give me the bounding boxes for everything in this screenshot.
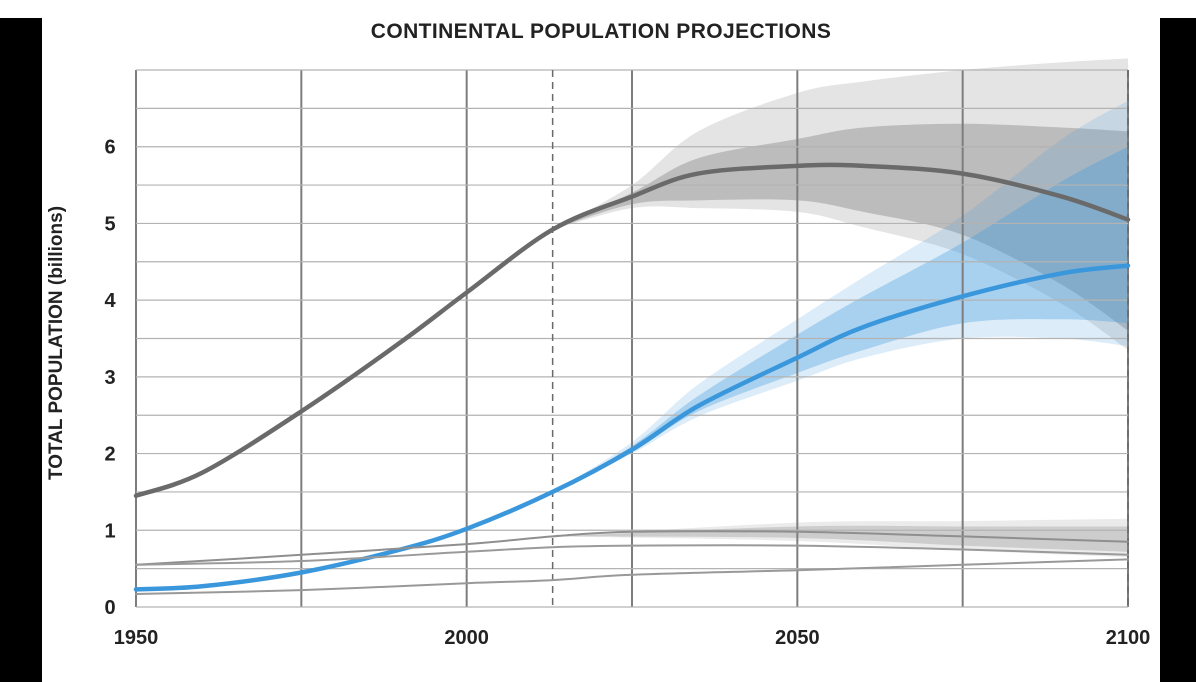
chart-title: CONTINENTAL POPULATION PROJECTIONS: [370, 20, 832, 43]
axis-ticks: 1950 2000 2050 2100 0 1 2 3 4 5 6: [104, 137, 1150, 649]
y-tick-label: 5: [104, 213, 115, 235]
band-95-series-3: [552, 518, 1128, 558]
y-tick-label: 0: [104, 597, 115, 619]
y-tick-label: 4: [104, 290, 116, 312]
right-black-bar: [1160, 0, 1196, 682]
left-black-bar: [0, 0, 42, 682]
chart-grid: [135, 69, 1129, 608]
band-95-series-2: [552, 100, 1128, 492]
series-line-2: [133, 263, 1131, 592]
series-line-1: [133, 162, 1131, 499]
series-line-4: [135, 544, 1129, 566]
y-tick-label: 3: [104, 367, 115, 389]
y-tick-label: 1: [104, 520, 115, 542]
x-tick-label: 2100: [1106, 627, 1151, 649]
band-80-series-3: [552, 525, 1128, 552]
x-tick-label: 2000: [444, 627, 489, 649]
series-line-5: [135, 558, 1129, 595]
y-tick-label: 2: [104, 444, 115, 466]
series-lines: [133, 162, 1131, 595]
uncertainty-bands: [552, 58, 1128, 558]
y-tick-label: 6: [104, 137, 115, 159]
series-line-3: [135, 530, 1129, 566]
x-tick-label: 2050: [775, 627, 820, 649]
band-95-series-1: [552, 58, 1128, 350]
top-white-strip: [0, 0, 1196, 18]
x-tick-label: 1950: [114, 627, 159, 649]
